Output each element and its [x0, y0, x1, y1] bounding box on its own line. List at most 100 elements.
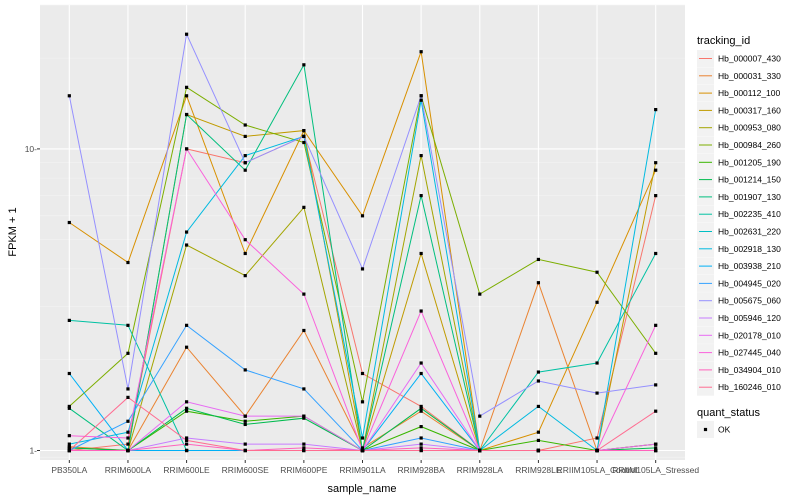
data-point [478, 414, 482, 418]
data-point [126, 323, 130, 327]
legend: tracking_id Hb_000007_430 Hb_000031_330 Hb… [697, 35, 781, 438]
data-point [184, 147, 189, 151]
data-point [302, 63, 306, 67]
data-point [184, 406, 189, 410]
x-tick-label: RRIM928LE [515, 465, 562, 475]
data-point [67, 442, 71, 446]
legend-item: Hb_160246_010 [697, 378, 781, 396]
legend-label: Hb_001907_130 [718, 192, 781, 202]
legend-item: Hb_002918_130 [697, 240, 781, 258]
data-point [654, 107, 658, 112]
data-point [67, 448, 71, 453]
data-point [184, 230, 189, 234]
legend-label: Hb_004945_020 [718, 278, 781, 288]
data-point [302, 328, 306, 333]
data-point [184, 85, 189, 89]
x-axis-title: sample_name [327, 483, 396, 495]
data-point [360, 400, 365, 404]
data-point [243, 123, 247, 127]
data-point [595, 361, 599, 365]
data-point [419, 309, 423, 313]
data-point [478, 292, 482, 296]
data-point [360, 446, 365, 450]
data-point [184, 448, 189, 453]
data-point [184, 442, 189, 446]
data-point [536, 281, 541, 285]
data-point [67, 94, 71, 98]
data-point [419, 406, 423, 410]
data-point [243, 161, 247, 165]
legend-label: Hb_000031_330 [718, 71, 781, 81]
legend-item: Hb_000953_080 [697, 119, 781, 137]
data-point [654, 448, 658, 453]
data-point [654, 194, 658, 198]
data-point [360, 214, 365, 218]
data-point [243, 414, 247, 418]
data-point [419, 361, 423, 365]
data-point [243, 238, 247, 242]
data-point [67, 220, 71, 225]
data-point [536, 404, 541, 409]
data-point [243, 154, 247, 158]
data-point [419, 98, 423, 102]
legend-item: Hb_005675_060 [697, 292, 781, 310]
legend-item: Hb_005946_120 [697, 309, 781, 327]
data-point [419, 50, 423, 54]
legend-label: Hb_000984_260 [718, 140, 781, 150]
data-point [419, 371, 423, 376]
data-point [536, 370, 541, 374]
data-point [654, 351, 658, 355]
legend-item: Hb_001205_190 [697, 153, 781, 171]
data-point [654, 409, 658, 413]
legend-item: Hb_034904_010 [697, 361, 781, 379]
data-point [126, 351, 130, 355]
data-point [243, 274, 247, 278]
data-point [126, 260, 130, 265]
legend-label: Hb_027445_040 [718, 348, 781, 358]
data-point [126, 419, 130, 423]
data-point [419, 194, 423, 198]
data-point [126, 442, 130, 446]
y-tick-label: 1- [29, 445, 37, 455]
data-point [126, 448, 130, 453]
data-points [67, 32, 658, 453]
grid [40, 4, 685, 460]
x-tick-label: RRIM600SE [222, 465, 270, 475]
legend-item: Hb_000031_330 [697, 67, 781, 85]
legend-label: Hb_005946_120 [718, 313, 781, 323]
legend-item: Hb_003938_210 [697, 257, 781, 275]
data-point [360, 448, 365, 453]
legend-key-point [703, 427, 708, 432]
legend-item: Hb_001214_150 [697, 171, 781, 189]
data-point [419, 425, 423, 429]
x-tick-label: PB350LA [51, 465, 87, 475]
legend-item: Hb_027445_040 [697, 344, 781, 362]
data-point [126, 430, 130, 434]
legend-label: Hb_000007_430 [718, 54, 781, 64]
data-point [67, 371, 71, 376]
data-point [184, 400, 189, 404]
data-point [243, 422, 247, 427]
data-point [536, 379, 541, 383]
y-axis-title: FPKM + 1 [7, 207, 19, 256]
data-point [184, 112, 189, 117]
data-point [654, 251, 658, 256]
data-point [536, 430, 541, 434]
data-point [243, 168, 247, 172]
y-tick-label: 10- [25, 144, 37, 154]
data-point [419, 94, 423, 98]
data-point [243, 368, 247, 372]
data-point [595, 436, 599, 440]
legend-item: Hb_000317_160 [697, 101, 781, 119]
data-point [67, 406, 71, 410]
data-point [302, 140, 306, 145]
data-point [478, 448, 482, 453]
data-point [595, 391, 599, 395]
legend-label: Hb_001214_150 [718, 175, 781, 185]
legend-label: Hb_034904_010 [718, 365, 781, 375]
data-point [302, 448, 306, 453]
data-point [243, 419, 247, 423]
data-point [243, 134, 247, 139]
data-point [67, 404, 71, 409]
